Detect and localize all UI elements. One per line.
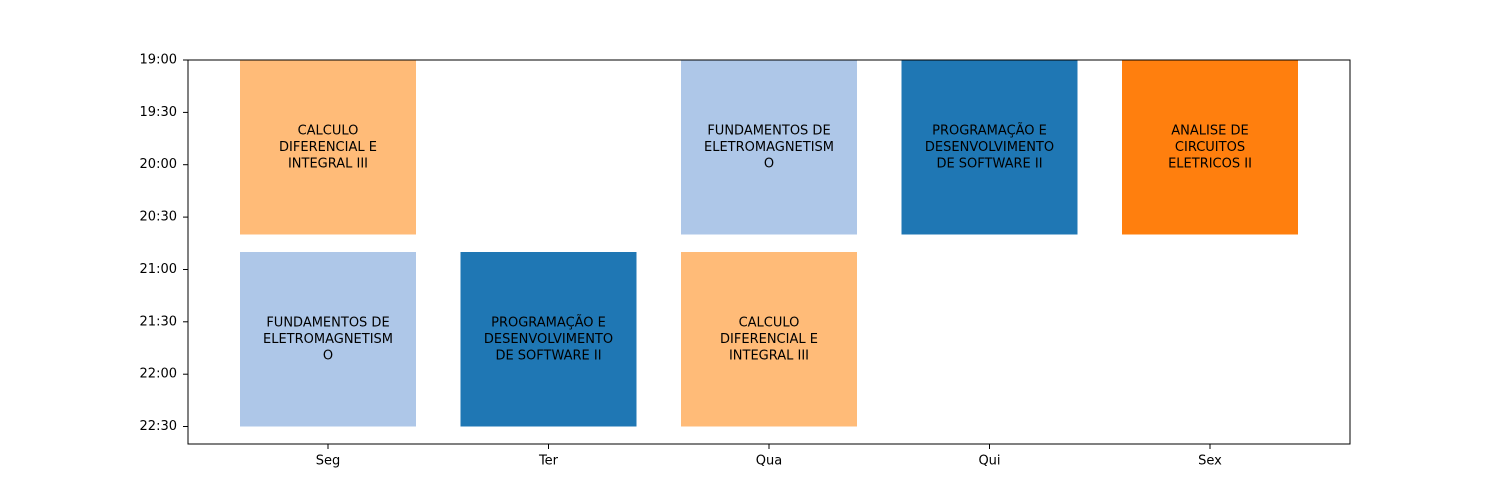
event-label-line: DE SOFTWARE II [936, 156, 1042, 171]
y-axis: 19:00 19:30 20:00 20:30 21:00 21:30 22:00 22:30 [140, 53, 188, 434]
event-label-line: ELETROMAGNETISM [704, 140, 834, 155]
event-label-line: DESENVOLVIMENTO [925, 140, 1054, 155]
x-tick-label: Qua [756, 454, 782, 469]
event-label-line: DESENVOLVIMENTO [484, 332, 613, 347]
event-label-line: INTEGRAL III [288, 156, 368, 171]
x-tick-label: Qui [978, 454, 1000, 469]
y-tick-label: 19:00 [140, 53, 177, 68]
event-label-line: DIFERENCIAL E [720, 332, 818, 347]
event-bar [240, 252, 416, 427]
event-label-line: ELETROMAGNETISM [263, 332, 393, 347]
event-label-line: FUNDAMENTOS DE [266, 315, 389, 330]
event-bar [240, 60, 416, 235]
event-label-line: PROGRAMAÇÃO E [491, 314, 606, 330]
y-tick-label: 22:00 [140, 367, 177, 382]
event-bar [681, 60, 857, 235]
event-label-line: PROGRAMAÇÃO E [932, 122, 1047, 138]
event-bar [901, 60, 1078, 235]
y-tick-label: 19:30 [140, 105, 177, 120]
y-tick-label: 20:00 [140, 157, 177, 172]
event-label-line: CALCULO [739, 315, 800, 330]
event-label-line: DE SOFTWARE II [495, 348, 601, 363]
event-label-line: ELETRICOS II [1168, 156, 1252, 171]
event-label-line: DIFERENCIAL E [279, 140, 377, 155]
y-tick-label: 20:30 [140, 210, 177, 225]
event-label-line: ANALISE DE [1171, 123, 1248, 138]
event-bar [460, 252, 637, 427]
event-bar [681, 252, 857, 427]
y-tick-label: 22:30 [140, 419, 177, 434]
event-label-line: O [764, 156, 774, 171]
x-tick-label: Seg [316, 454, 341, 469]
event-label-line: INTEGRAL III [729, 348, 809, 363]
event-label-line: CALCULO [298, 123, 359, 138]
x-axis: Seg Ter Qua Qui Sex [316, 444, 1222, 469]
event-bar [1122, 60, 1298, 235]
event-label-line: O [323, 348, 333, 363]
event-label-line: CIRCUITOS [1175, 140, 1245, 155]
x-tick-label: Ter [538, 454, 559, 469]
x-tick-label: Sex [1198, 454, 1222, 469]
y-tick-label: 21:30 [140, 314, 177, 329]
event-label-line: FUNDAMENTOS DE [707, 123, 830, 138]
y-tick-label: 21:00 [140, 262, 177, 277]
